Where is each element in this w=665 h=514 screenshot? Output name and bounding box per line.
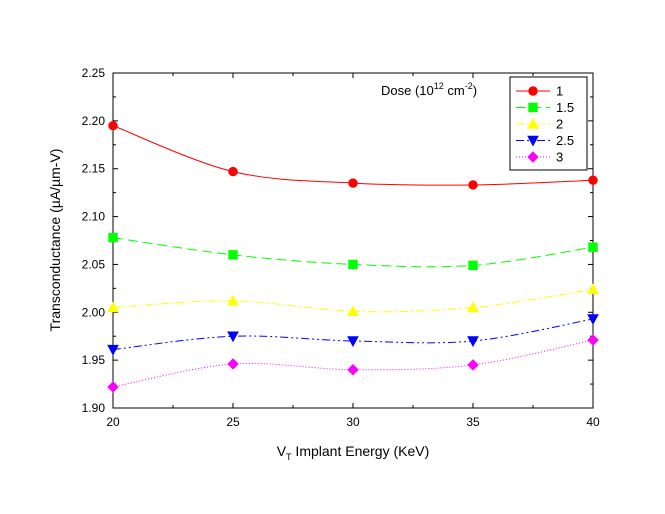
series-1.5 <box>108 232 598 271</box>
x-axis-label-sub: T <box>286 452 292 462</box>
legend-marker <box>527 117 539 129</box>
legend-title-sup2: -2 <box>465 81 473 91</box>
data-point <box>587 334 599 346</box>
x-tick-label: 40 <box>586 415 600 429</box>
data-point <box>347 364 359 376</box>
data-point <box>228 166 238 177</box>
data-point <box>467 301 479 313</box>
data-point <box>347 305 359 317</box>
legend-marker <box>528 102 538 113</box>
series-3 <box>107 334 599 393</box>
legend-item: 1.5 <box>516 100 574 115</box>
legend-marker <box>527 135 539 147</box>
x-axis-label-pre: V <box>277 443 287 459</box>
legend-title: Dose (1012 cm-2) <box>381 81 477 98</box>
data-point <box>587 314 599 326</box>
legend-title-sup1: 12 <box>434 81 444 91</box>
legend-title-post: ) <box>473 83 477 98</box>
data-point <box>108 120 118 131</box>
x-tick-label: 20 <box>106 415 120 429</box>
legend-label: 2.5 <box>556 133 574 148</box>
data-point <box>348 259 358 270</box>
data-point <box>468 180 478 190</box>
data-point <box>107 344 119 356</box>
y-tick-label: 2.10 <box>82 210 106 224</box>
y-axis-label: Transconductance (µA/µm-V) <box>47 149 63 332</box>
legend-title-pre: Dose (10 <box>381 83 434 98</box>
data-point <box>587 283 599 295</box>
data-point <box>588 242 598 252</box>
y-tick-label: 2.25 <box>82 66 106 80</box>
legend: 11.5 22.5 3 <box>516 84 574 165</box>
y-tick-label: 2.15 <box>82 162 106 176</box>
data-point <box>227 331 239 343</box>
series-1 <box>108 120 598 190</box>
data-point <box>107 381 119 393</box>
data-point <box>588 175 598 185</box>
x-axis-label-post: Implant Energy (KeV) <box>292 443 430 459</box>
legend-label: 3 <box>556 150 563 165</box>
legend-label: 1.5 <box>556 100 574 115</box>
series-2.5 <box>107 314 599 356</box>
y-tick-label: 2.00 <box>82 305 106 319</box>
x-tick-label: 25 <box>226 415 240 429</box>
y-axis: 1.90 1.95 2.00 2.05 2.10 2.15 2.20 2.25 <box>82 66 593 415</box>
legend-item: 3 <box>516 150 563 165</box>
legend-item: 1 <box>516 84 563 99</box>
legend-label: 1 <box>556 84 563 99</box>
data-point <box>108 232 118 243</box>
series-layer <box>107 120 599 393</box>
data-point <box>467 359 479 371</box>
x-axis-label: VT Implant Energy (KeV) <box>277 443 430 462</box>
x-tick-label: 30 <box>346 415 360 429</box>
data-point <box>228 250 238 260</box>
x-axis: 20 25 30 35 40 <box>106 73 600 429</box>
legend-marker <box>528 86 538 96</box>
y-tick-label: 1.95 <box>82 353 106 367</box>
data-point <box>467 336 479 348</box>
data-point <box>227 358 239 370</box>
x-tick-label: 35 <box>466 415 480 429</box>
data-point <box>468 260 478 271</box>
legend-marker <box>527 151 539 163</box>
data-point <box>347 336 359 348</box>
legend-title-mid: cm <box>444 83 465 98</box>
data-point <box>227 294 239 306</box>
data-point <box>107 301 119 313</box>
legend-item: 2.5 <box>516 133 574 148</box>
legend-label: 2 <box>556 117 563 132</box>
legend-item: 2 <box>516 117 563 132</box>
y-tick-label: 2.05 <box>82 257 106 271</box>
y-tick-label: 2.20 <box>82 114 106 128</box>
data-point <box>348 178 358 188</box>
y-tick-label: 1.90 <box>82 401 106 415</box>
series-2 <box>107 283 599 317</box>
